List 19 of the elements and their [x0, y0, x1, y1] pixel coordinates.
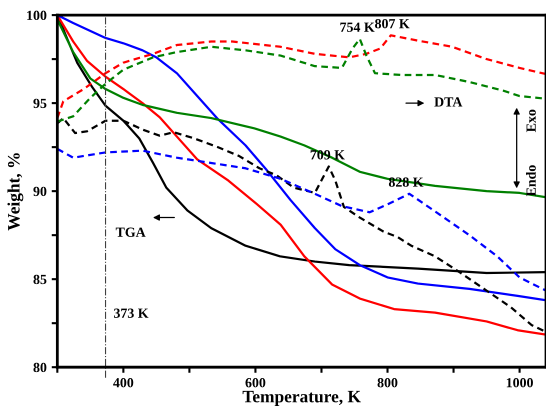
x-tick-label: 400: [113, 378, 134, 388]
x-tick-label: 600: [246, 378, 266, 388]
y-tick-label: 100: [27, 10, 46, 20]
y-tick-label: 85: [33, 274, 46, 284]
annotation: Exo: [526, 110, 536, 132]
x-tick-label: 800: [378, 378, 398, 388]
y-tick-label: 80: [33, 362, 46, 372]
y-tick-label: 90: [33, 186, 46, 196]
annotation: TGA: [116, 228, 146, 237]
annotation: Endo: [526, 165, 536, 196]
y-axis-title: Weight, %: [7, 153, 24, 230]
annotation: 807 K: [375, 18, 410, 28]
x-tick-label: 1000: [506, 378, 533, 388]
annotation: DTA: [434, 97, 462, 106]
x-axis-title: Temperature, K: [242, 390, 361, 406]
line-series: [57, 18, 546, 198]
y-tick-label: 95: [33, 98, 46, 108]
annotation: 754 K: [340, 22, 375, 32]
ref-line-label: 373 K: [114, 308, 148, 318]
